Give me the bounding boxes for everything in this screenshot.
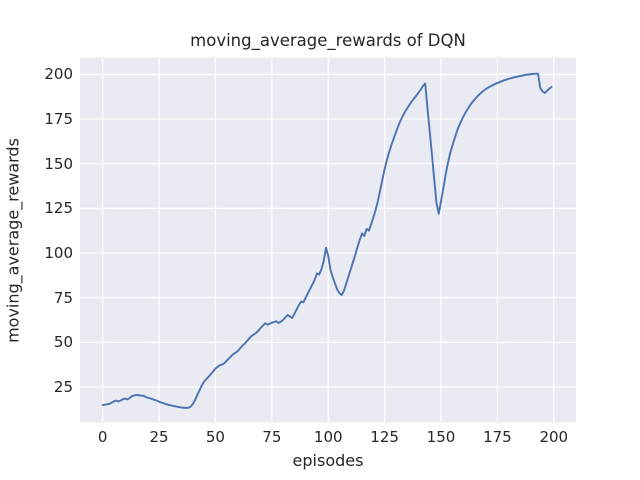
y-tick-label: 75	[53, 288, 73, 307]
x-tick-label: 0	[97, 428, 108, 447]
y-tick-label: 200	[44, 65, 73, 84]
y-tick-label: 150	[44, 154, 73, 173]
y-tick-label: 175	[44, 110, 73, 129]
x-tick-label: 150	[426, 428, 456, 447]
y-tick-label: 125	[44, 199, 73, 218]
x-tick-label: 25	[149, 428, 169, 447]
x-tick-label: 75	[262, 428, 282, 447]
x-tick-label: 200	[539, 428, 569, 447]
x-tick-label: 125	[370, 428, 399, 447]
chart-title: moving_average_rewards of DQN	[190, 31, 466, 50]
x-tick-label: 100	[313, 428, 343, 447]
y-tick-label: 50	[53, 333, 73, 352]
y-tick-label: 100	[44, 244, 73, 263]
x-tick-label: 50	[205, 428, 225, 447]
y-tick-label: 25	[53, 378, 73, 397]
x-axis-label: episodes	[292, 451, 364, 470]
x-tick-label: 175	[483, 428, 512, 447]
data-line	[101, 72, 553, 409]
